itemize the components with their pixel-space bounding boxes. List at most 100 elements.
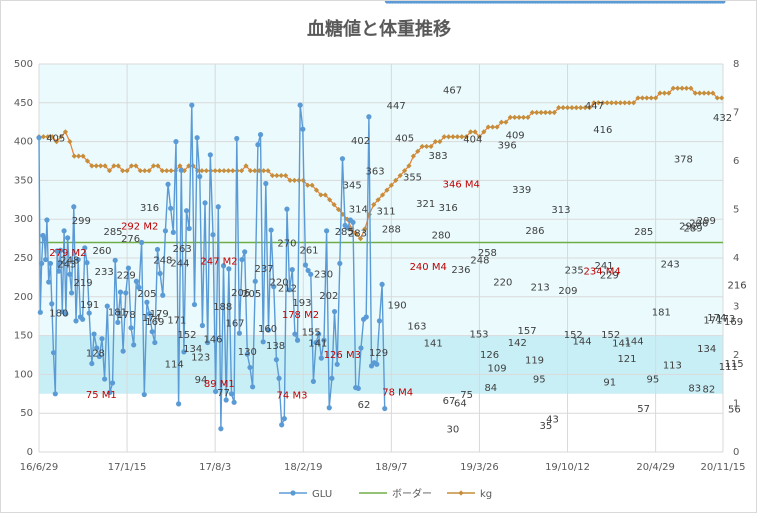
- glu-point: [363, 314, 369, 320]
- glu-point: [80, 316, 86, 322]
- glu-value-label: 84: [484, 383, 497, 394]
- kg-point: [547, 109, 553, 116]
- glu-point: [181, 349, 187, 355]
- kg-point: [274, 172, 280, 179]
- y-right-tick-label: 4: [733, 253, 739, 264]
- meal-annotation: 292 M2: [121, 221, 158, 232]
- glu-value-label: 43: [546, 415, 559, 426]
- y-right-tick-label: 0: [733, 447, 739, 458]
- y-right-tick-label: 1: [733, 399, 739, 410]
- glu-point: [720, 1, 726, 4]
- kg-point: [335, 206, 342, 213]
- glu-value-label: 190: [388, 301, 407, 312]
- glu-value-label: 191: [80, 300, 99, 311]
- y-left-tick-label: 150: [14, 331, 33, 342]
- glu-point: [157, 270, 163, 277]
- glu-value-label: 220: [493, 277, 512, 288]
- kg-point: [128, 163, 135, 169]
- meal-annotation: 240 M4: [410, 262, 447, 273]
- glu-point: [255, 142, 261, 148]
- kg-point: [666, 90, 672, 96]
- glu-value-label: 243: [57, 259, 76, 270]
- kg-point: [54, 139, 60, 145]
- glu-value-label: 467: [443, 86, 462, 97]
- glu-point: [313, 339, 319, 346]
- glu-value-label: 230: [314, 270, 333, 281]
- kg-point: [309, 182, 315, 188]
- glu-value-label: 321: [416, 199, 435, 210]
- kg-point: [84, 158, 91, 164]
- glu-value-label: 316: [140, 203, 159, 214]
- glu-value-label: 285: [335, 227, 354, 238]
- kg-point: [89, 163, 95, 169]
- kg-point: [106, 168, 113, 174]
- glu-value-label: 299: [697, 216, 716, 227]
- glu-point: [324, 228, 330, 234]
- kg-point: [80, 153, 86, 159]
- kg-point: [494, 124, 500, 130]
- kg-point: [203, 168, 209, 174]
- kg-point: [503, 119, 509, 125]
- kg-point: [670, 85, 676, 91]
- y-left-tick-label: 350: [14, 175, 33, 186]
- kg-point: [468, 129, 474, 135]
- meal-annotation: 74 M3: [277, 391, 308, 402]
- kg-point: [437, 139, 443, 145]
- glu-point: [239, 256, 245, 263]
- glu-point: [260, 339, 266, 345]
- x-tick-label: 19/3/26: [460, 462, 499, 473]
- glu-point: [197, 173, 203, 180]
- kg-point: [586, 105, 593, 111]
- glu-point: [257, 132, 264, 138]
- glu-point: [250, 384, 256, 390]
- glu-value-label: 241: [595, 261, 614, 272]
- glu-value-label: 212: [278, 283, 297, 294]
- glu-value-label: 129: [369, 348, 388, 359]
- kg-point: [159, 168, 165, 174]
- y-left-tick-label: 200: [14, 292, 33, 303]
- glu-value-label: 153: [469, 329, 488, 340]
- glu-value-label: 57: [637, 404, 650, 415]
- glu-value-label: 216: [728, 280, 747, 291]
- y-right-tick-label: 5: [733, 205, 739, 216]
- glu-value-label: 77: [217, 388, 230, 399]
- kg-point: [120, 168, 126, 174]
- glu-point: [302, 262, 309, 268]
- glu-point: [287, 287, 293, 293]
- meal-annotation: 89 M1: [204, 379, 235, 390]
- glu-value-label: 115: [724, 359, 743, 370]
- kg-point: [379, 192, 386, 198]
- glu-value-label: 316: [439, 203, 458, 214]
- kg-point: [688, 85, 694, 91]
- x-tick-label: 18/9/7: [375, 462, 407, 473]
- glu-value-label: 296: [689, 218, 708, 229]
- glu-value-label: 163: [407, 322, 426, 333]
- kg-point: [401, 168, 408, 174]
- glu-point: [57, 247, 64, 253]
- glu-point: [160, 292, 166, 298]
- glu-point: [75, 256, 81, 263]
- x-tick-label: 20/4/29: [636, 462, 675, 473]
- y-left-tick-label: 100: [14, 369, 33, 380]
- kg-point: [512, 114, 518, 120]
- glu-value-label: 237: [255, 264, 274, 275]
- kg-point: [705, 90, 712, 96]
- glu-value-label: 270: [277, 238, 296, 249]
- glu-point: [109, 380, 116, 386]
- glu-point: [131, 342, 137, 348]
- glu-value-label: 261: [299, 245, 318, 256]
- glu-value-label: 289: [684, 224, 703, 235]
- legend-marker-glu: [290, 490, 296, 496]
- glu-point: [263, 180, 269, 187]
- meal-annotation: 78 M4: [382, 387, 413, 398]
- glu-point: [252, 278, 258, 284]
- glu-value-label: 283: [348, 228, 367, 239]
- kg-point: [432, 139, 438, 145]
- meal-annotation: 247 M2: [200, 256, 237, 267]
- glu-value-label: 146: [203, 335, 222, 346]
- kg-point: [216, 168, 223, 174]
- glu-point: [102, 376, 108, 382]
- glu-point: [152, 339, 158, 346]
- glu-point: [334, 361, 340, 367]
